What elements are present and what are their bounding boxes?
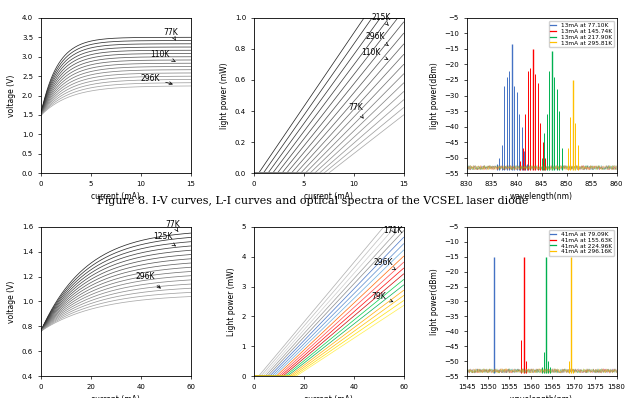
X-axis label: current (mA): current (mA) (304, 192, 353, 201)
X-axis label: current (mA): current (mA) (91, 192, 140, 201)
Y-axis label: voltage (V): voltage (V) (8, 280, 16, 323)
Text: 171K: 171K (384, 226, 403, 235)
Y-axis label: light power (mW): light power (mW) (220, 62, 229, 129)
Legend: 41mA at 79.09K, 41mA at 155.63K, 41mA at 224.96K, 41mA at 296.16K: 41mA at 79.09K, 41mA at 155.63K, 41mA at… (548, 230, 613, 256)
X-axis label: wavelength(nm): wavelength(nm) (510, 192, 573, 201)
Y-axis label: voltage (V): voltage (V) (8, 74, 16, 117)
X-axis label: current (mA): current (mA) (91, 395, 140, 398)
X-axis label: current (mA): current (mA) (304, 395, 353, 398)
Text: 296K: 296K (366, 32, 388, 45)
Text: 296K: 296K (141, 74, 172, 85)
Text: 296K: 296K (136, 272, 160, 288)
Y-axis label: light power(dBm): light power(dBm) (429, 62, 439, 129)
Text: 125K: 125K (153, 232, 175, 246)
Legend: 13mA at 77.10K, 13mA at 145.74K, 13mA at 217.90K, 13mA at 295.81K: 13mA at 77.10K, 13mA at 145.74K, 13mA at… (548, 21, 613, 47)
Text: 110K: 110K (151, 50, 175, 62)
Text: 77K: 77K (349, 103, 364, 118)
Text: 110K: 110K (362, 47, 388, 60)
Text: 79K: 79K (371, 292, 393, 302)
Text: Figure 8. I-V curves, L-I curves and optical spectra of the VCSEL laser diode: Figure 8. I-V curves, L-I curves and opt… (97, 196, 529, 206)
Y-axis label: Light power (mW): Light power (mW) (227, 267, 236, 336)
Y-axis label: light power(dBm): light power(dBm) (429, 268, 439, 335)
Text: 77K: 77K (166, 220, 180, 232)
Text: 77K: 77K (163, 28, 178, 40)
Text: 215K: 215K (372, 14, 391, 25)
X-axis label: wavelength(nm): wavelength(nm) (510, 395, 573, 398)
Text: 296K: 296K (374, 258, 396, 270)
